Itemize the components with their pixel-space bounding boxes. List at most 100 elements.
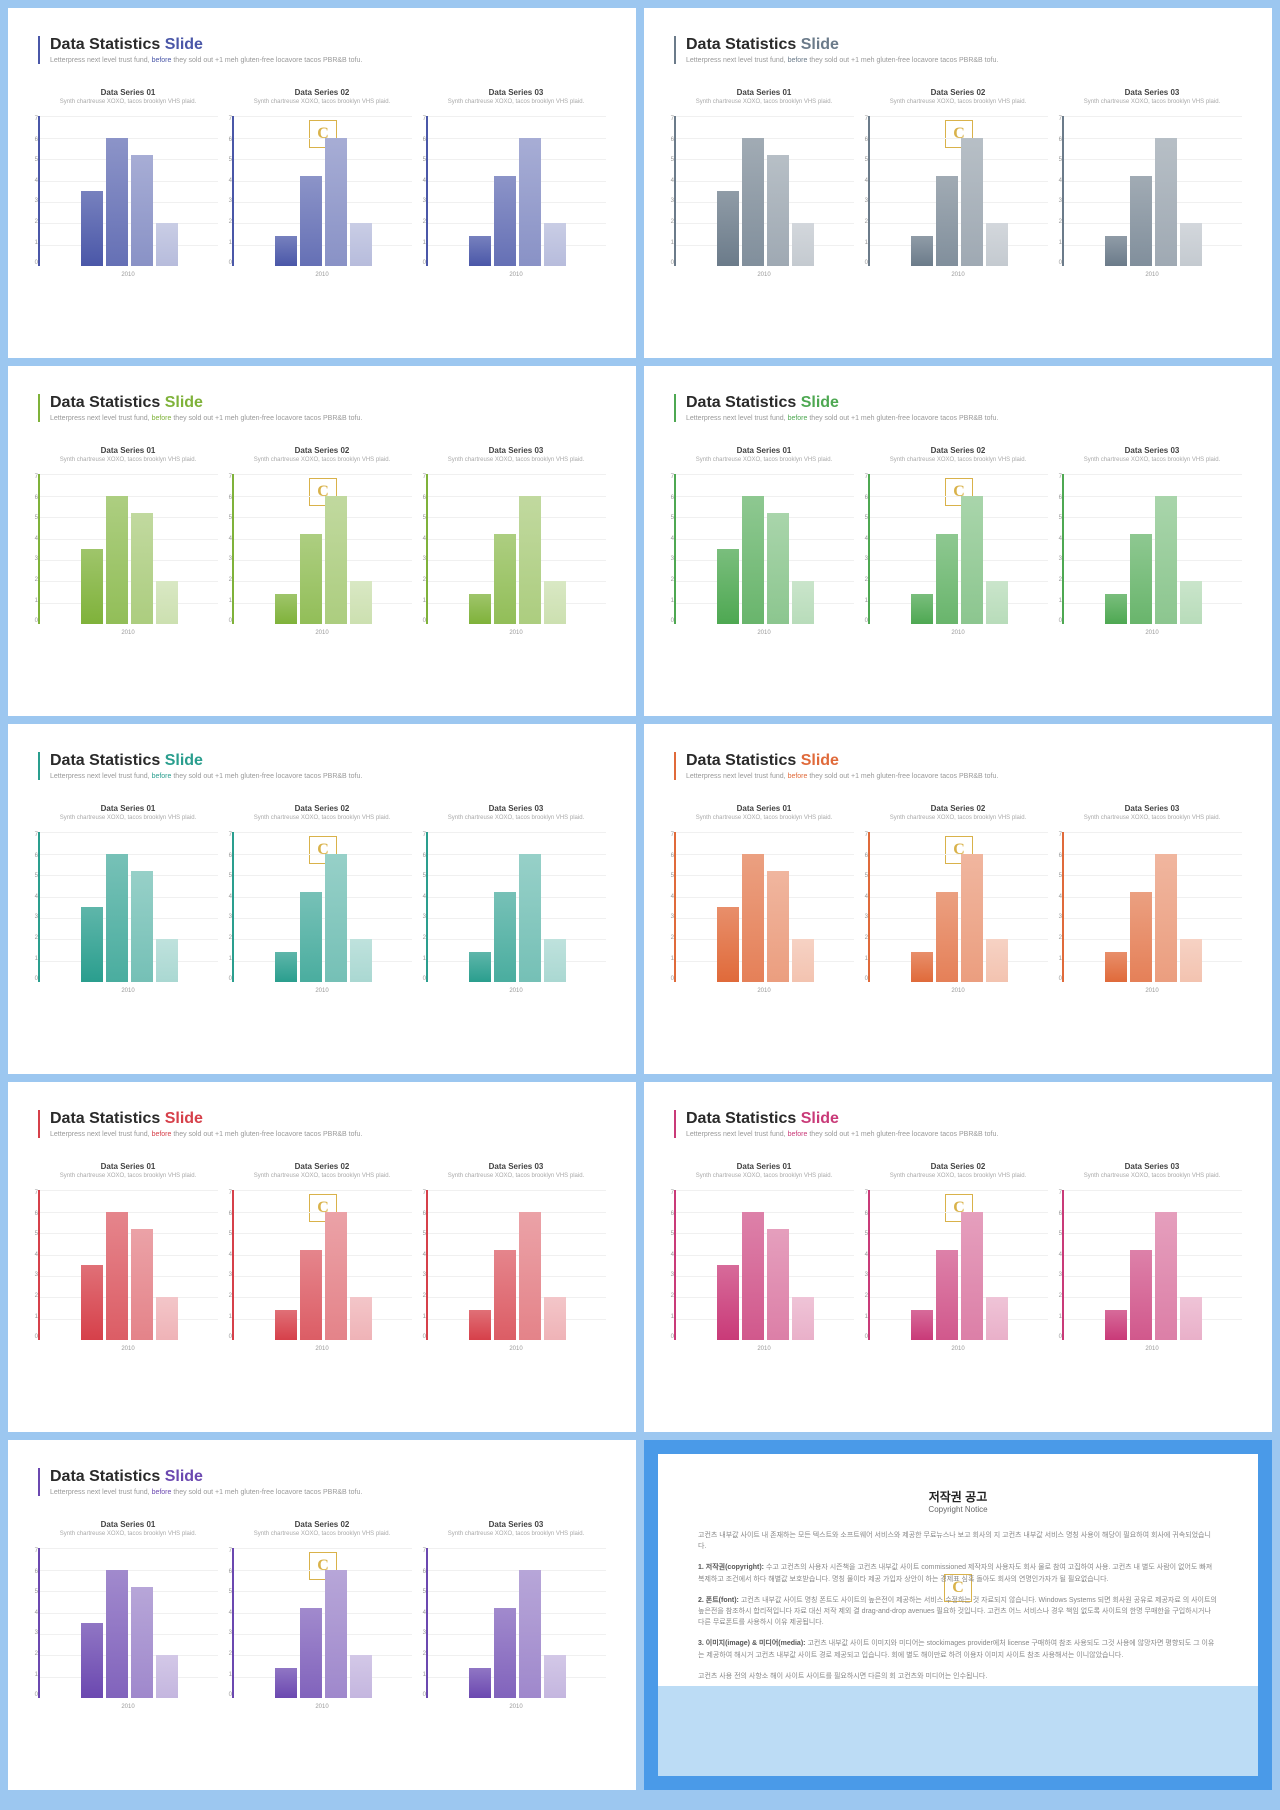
ytick-label: 5 — [666, 515, 674, 521]
chart-plot: 01234567 — [674, 474, 854, 624]
copyright-subtitle: Copyright Notice — [698, 1505, 1218, 1514]
chart-subtitle: Synth chartreuse XOXO, tacos brooklyn VH… — [696, 1173, 832, 1180]
ytick-label: 5 — [1054, 515, 1062, 521]
bar — [519, 138, 541, 267]
title-accent: Slide — [801, 394, 839, 411]
bar — [717, 549, 739, 624]
bar — [300, 1608, 322, 1698]
chart: Data Series 01Synth chartreuse XOXO, tac… — [38, 804, 218, 994]
bar — [325, 1570, 347, 1699]
ytick-label: 4 — [860, 894, 868, 900]
ytick-label: 0 — [418, 618, 426, 624]
chart-plot: 01234567 — [426, 832, 606, 982]
chart-xlabel: 2010 — [1145, 272, 1158, 278]
slide-subtitle: Letterpress next level trust fund, befor… — [686, 773, 1242, 780]
bar — [81, 1623, 103, 1698]
ytick-label: 7 — [1054, 116, 1062, 122]
title-block: Data Statistics SlideLetterpress next le… — [38, 752, 606, 780]
chart-title: Data Series 03 — [489, 1162, 544, 1171]
ytick-label: 1 — [224, 1672, 232, 1678]
chart-xlabel: 2010 — [509, 988, 522, 994]
chart: Data Series 02Synth chartreuse XOXO, tac… — [868, 446, 1048, 636]
chart: Data Series 02Synth chartreuse XOXO, tac… — [232, 1162, 412, 1352]
slide[interactable]: Data Statistics SlideLetterpress next le… — [8, 1440, 636, 1790]
ytick-label: 6 — [224, 1569, 232, 1575]
ytick-label: 6 — [224, 495, 232, 501]
title-block: Data Statistics SlideLetterpress next le… — [38, 1468, 606, 1496]
bar — [961, 138, 983, 267]
ytick-label: 3 — [418, 556, 426, 562]
ytick-label: 2 — [224, 1293, 232, 1299]
bar — [131, 1587, 153, 1698]
bar — [961, 496, 983, 625]
chart-title: Data Series 01 — [101, 446, 156, 455]
bar — [106, 1212, 128, 1341]
chart-xlabel: 2010 — [121, 1346, 134, 1352]
bar — [350, 939, 372, 982]
ytick-label: 0 — [30, 1692, 38, 1698]
chart-subtitle: Synth chartreuse XOXO, tacos brooklyn VH… — [448, 1173, 584, 1180]
ytick-label: 2 — [30, 1651, 38, 1657]
slide[interactable]: Data Statistics SlideLetterpress next le… — [8, 1082, 636, 1432]
ytick-label: 5 — [30, 157, 38, 163]
chart-plot: 01234567 — [426, 474, 606, 624]
title-block: Data Statistics SlideLetterpress next le… — [674, 752, 1242, 780]
chart-subtitle: Synth chartreuse XOXO, tacos brooklyn VH… — [696, 99, 832, 106]
ytick-label: 3 — [418, 1272, 426, 1278]
ytick-label: 0 — [418, 1692, 426, 1698]
slide[interactable]: Data Statistics SlideLetterpress next le… — [644, 8, 1272, 358]
charts-row: Data Series 01Synth chartreuse XOXO, tac… — [674, 1162, 1242, 1352]
ytick-label: 3 — [1054, 198, 1062, 204]
ytick-label: 4 — [224, 894, 232, 900]
ytick-label: 7 — [224, 474, 232, 480]
ytick-label: 4 — [30, 178, 38, 184]
chart: Data Series 03Synth chartreuse XOXO, tac… — [426, 446, 606, 636]
ytick-label: 6 — [666, 1211, 674, 1217]
ytick-label: 3 — [666, 198, 674, 204]
slide[interactable]: Data Statistics SlideLetterpress next le… — [644, 1082, 1272, 1432]
chart-xlabel: 2010 — [509, 1346, 522, 1352]
ytick-label: 2 — [860, 219, 868, 225]
chart: Data Series 01Synth chartreuse XOXO, tac… — [674, 1162, 854, 1352]
bar — [911, 1310, 933, 1340]
ytick-label: 4 — [666, 178, 674, 184]
charts-row: Data Series 01Synth chartreuse XOXO, tac… — [674, 88, 1242, 278]
chart-plot: 01234567 — [1062, 116, 1242, 266]
chart: Data Series 02Synth chartreuse XOXO, tac… — [868, 804, 1048, 994]
chart: Data Series 02Synth chartreuse XOXO, tac… — [232, 1520, 412, 1710]
slide-title: Data Statistics Slide — [50, 752, 606, 770]
bar — [494, 1250, 516, 1340]
ytick-label: 1 — [666, 240, 674, 246]
ytick-label: 3 — [860, 1272, 868, 1278]
chart: Data Series 03Synth chartreuse XOXO, tac… — [426, 88, 606, 278]
title-main: Data Statistics — [50, 1468, 160, 1485]
bar — [350, 1655, 372, 1698]
chart-title: Data Series 03 — [489, 88, 544, 97]
slide-subtitle: Letterpress next level trust fund, befor… — [686, 415, 1242, 422]
chart-plot: 01234567 — [674, 832, 854, 982]
ytick-label: 5 — [666, 157, 674, 163]
ytick-label: 4 — [418, 1252, 426, 1258]
copyright-slide[interactable]: 저작권 공고Copyright Notice고컨츠 내부값 사이트 내 존재하는… — [644, 1440, 1272, 1790]
charts-row: Data Series 01Synth chartreuse XOXO, tac… — [674, 446, 1242, 636]
ytick-label: 3 — [418, 914, 426, 920]
ytick-label: 4 — [30, 1252, 38, 1258]
slide[interactable]: Data Statistics SlideLetterpress next le… — [644, 366, 1272, 716]
chart: Data Series 01Synth chartreuse XOXO, tac… — [674, 446, 854, 636]
ytick-label: 3 — [860, 914, 868, 920]
ytick-label: 0 — [418, 1334, 426, 1340]
ytick-label: 5 — [860, 157, 868, 163]
bar — [131, 1229, 153, 1340]
chart: Data Series 01Synth chartreuse XOXO, tac… — [674, 804, 854, 994]
chart: Data Series 03Synth chartreuse XOXO, tac… — [426, 804, 606, 994]
ytick-label: 2 — [666, 219, 674, 225]
slide[interactable]: Data Statistics SlideLetterpress next le… — [8, 724, 636, 1074]
chart-title: Data Series 03 — [1125, 1162, 1180, 1171]
chart-subtitle: Synth chartreuse XOXO, tacos brooklyn VH… — [60, 1531, 196, 1538]
slide[interactable]: Data Statistics SlideLetterpress next le… — [8, 8, 636, 358]
slide[interactable]: Data Statistics SlideLetterpress next le… — [644, 724, 1272, 1074]
chart-xlabel: 2010 — [315, 272, 328, 278]
slide[interactable]: Data Statistics SlideLetterpress next le… — [8, 366, 636, 716]
chart: Data Series 03 Synth chartreuse XOXO, tac… — [426, 1162, 606, 1352]
ytick-label: 3 — [224, 556, 232, 562]
